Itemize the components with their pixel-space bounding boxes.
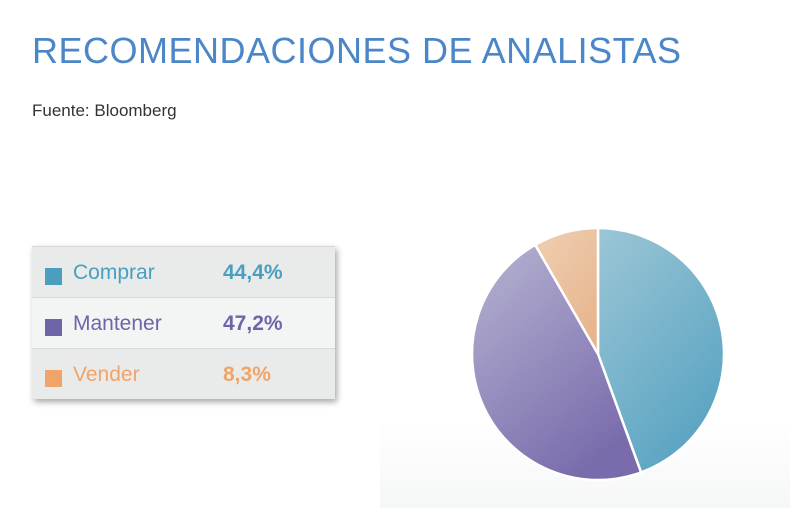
source-note: Fuente: Bloomberg [32,101,177,120]
legend-value-vender: 8,3% [223,363,271,386]
pie-chart-area [380,210,790,508]
pie-slice-comprar [596,226,726,474]
pie-chart [470,226,726,482]
legend-row-comprar: Comprar 44,4% [32,247,335,298]
pie-slice-mantener [470,243,643,482]
legend-label-vender: Vender [73,363,140,386]
legend-label-comprar: Comprar [73,261,155,284]
legend-value-mantener: 47,2% [223,312,283,335]
pie-slice-vender [533,226,600,356]
legend-value-comprar: 44,4% [223,261,283,284]
legend-swatch-vender [45,370,62,387]
legend-label-mantener: Mantener [73,312,162,335]
legend-row-mantener: Mantener 47,2% [32,298,335,349]
legend-row-vender: Vender 8,3% [32,349,335,399]
chart-title: RECOMENDACIONES DE ANALISTAS [32,30,682,71]
pie-slices [470,226,726,482]
legend-swatch-comprar [45,268,62,285]
legend-swatch-mantener [45,319,62,336]
legend-table: Comprar 44,4% Mantener 47,2% Vender 8,3% [32,246,335,399]
